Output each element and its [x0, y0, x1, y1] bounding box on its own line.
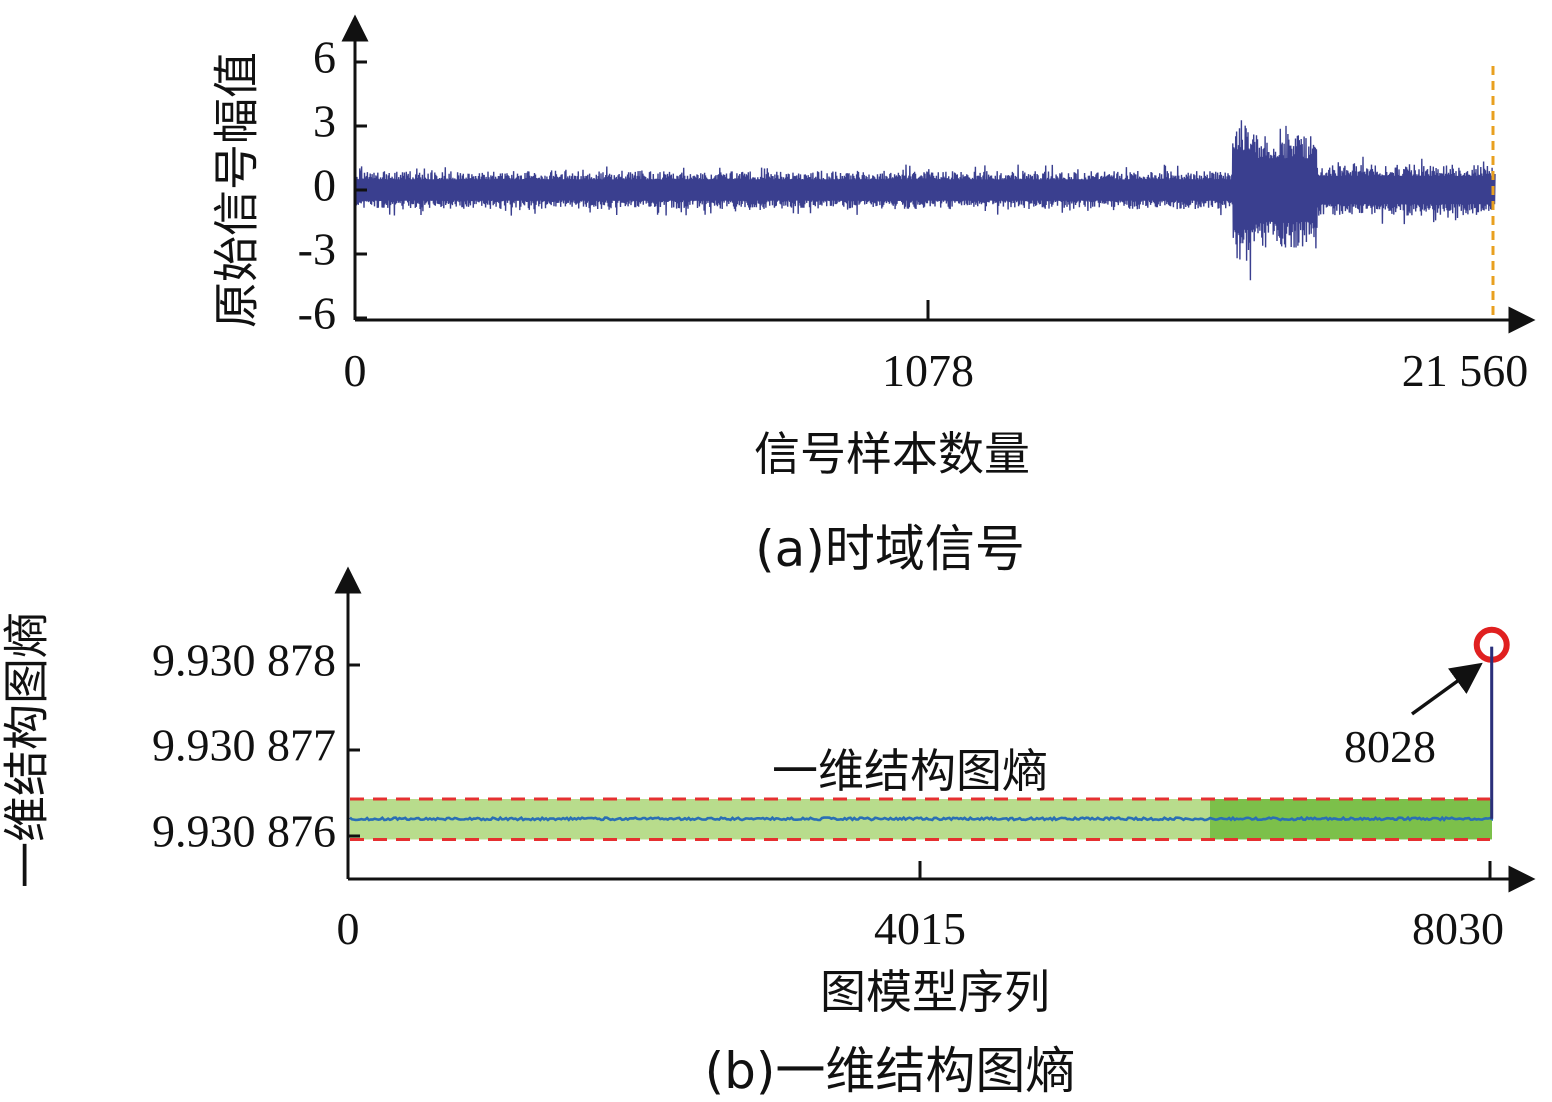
a-caption: (a)时域信号: [755, 520, 1025, 578]
b-x-tick-label: 8030: [1412, 903, 1504, 954]
chart-a: 6 3 0 -3 -6 0 1078 21 560 原始信号幅值 信号样本数量 (a)时域信…: [210, 14, 1536, 578]
b-x-ticks: 0 4015 8030: [337, 861, 1504, 954]
b-x-axis-label: 图模型序列: [820, 965, 1050, 1019]
a-signal-line: [354, 120, 1496, 281]
chart-b: 9.930 878 9.930 877 9.930 876 0 4015 8030 一维…: [0, 566, 1536, 1100]
a-x-axis-label: 信号样本数量: [754, 427, 1030, 481]
b-y-tick-label: 9.930 878: [152, 635, 336, 686]
b-series-label: 一维结构图熵: [772, 744, 1048, 798]
b-x-tick-label: 4015: [874, 903, 966, 954]
b-annotation-arrow: [1410, 662, 1483, 716]
a-y-tick-label: -3: [298, 224, 336, 275]
a-x-tick-label: 21 560: [1402, 345, 1529, 396]
a-y-tick-label: 6: [313, 32, 336, 83]
b-caption: (b)一维结构图熵: [705, 1042, 1076, 1100]
a-x-ticks: 0 1078 21 560: [344, 300, 1529, 396]
b-y-tick-label: 9.930 877: [152, 720, 336, 771]
a-y-tick-label: 0: [313, 160, 336, 211]
a-y-axis-label: 原始信号幅值: [210, 52, 264, 328]
a-signal-series: [354, 120, 1496, 281]
b-y-axis-label: 一维结构图熵: [0, 612, 54, 888]
a-y-tick-label: 3: [313, 96, 336, 147]
b-y-tick-label: 9.930 876: [152, 806, 336, 857]
a-y-ticks: 6 3 0 -3 -6: [298, 32, 367, 339]
b-entropy-series: [349, 646, 1493, 822]
a-y-tick-label: -6: [298, 288, 336, 339]
a-x-tick-label: 0: [344, 345, 367, 396]
b-annotation-text: 8028: [1344, 721, 1436, 772]
b-y-ticks: 9.930 878 9.930 877 9.930 876: [152, 635, 360, 857]
a-x-tick-label: 1078: [882, 345, 974, 396]
b-x-tick-label: 0: [337, 903, 360, 954]
